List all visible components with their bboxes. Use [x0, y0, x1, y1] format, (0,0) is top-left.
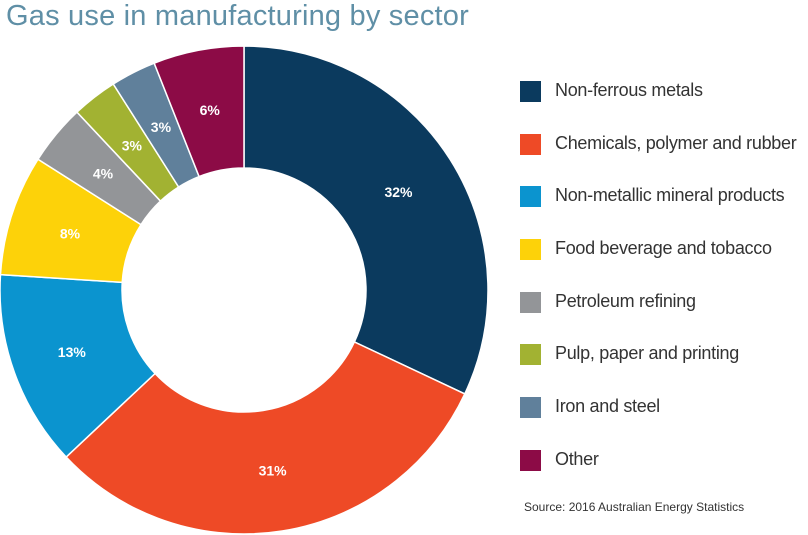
slice-other	[153, 45, 245, 178]
legend-label: Non-ferrous metals	[555, 80, 703, 100]
legend-label: Pulp, paper and printing	[555, 343, 739, 364]
legend-label: Chemicals, polymer and rubber	[555, 132, 797, 153]
legend-label: Petroleum refining	[555, 290, 696, 311]
slice-label-other: 6%	[200, 102, 221, 118]
legend-label: Iron and steel	[555, 396, 660, 417]
legend-swatch	[520, 449, 541, 471]
legend: Non-ferrous metals Chemicals, polymer and…	[520, 78, 805, 500]
slice-label-food-beverage-and-tobacco: 8%	[60, 225, 81, 241]
slice-non-ferrous-metals	[243, 45, 489, 395]
legend-item-non-ferrous-metals: Non-ferrous metals	[520, 78, 805, 131]
slice-label-iron-and-steel: 3%	[151, 119, 172, 135]
legend-label: Food beverage and tobacco	[555, 238, 772, 259]
slice-label-chemicals-polymer-and-rubber: 31%	[259, 463, 288, 479]
legend-item-pulp-paper-and-printing: Pulp, paper and printing	[520, 341, 805, 394]
source-note: Source: 2016 Australian Energy Statistic…	[524, 500, 745, 514]
legend-label: Non-metallic mineral products	[555, 185, 785, 206]
legend-swatch	[520, 81, 541, 102]
legend-label: Other	[555, 448, 599, 469]
slice-non-metallic-mineral-products	[0, 273, 157, 459]
legend-item-non-metallic-mineral-products: Non-metallic mineral products	[520, 183, 805, 236]
legend-swatch	[520, 239, 541, 261]
slice-label-non-metallic-mineral-products: 13%	[58, 344, 87, 360]
legend-swatch	[520, 186, 541, 208]
legend-swatch	[520, 133, 541, 155]
legend-swatch	[520, 397, 541, 419]
legend-swatch	[520, 344, 541, 366]
legend-item-iron-and-steel: Iron and steel	[520, 394, 805, 447]
legend-item-petroleum-refining: Petroleum refining	[520, 289, 805, 342]
legend-swatch	[520, 291, 541, 313]
slice-label-petroleum-refining: 4%	[93, 165, 114, 181]
slice-label-pulp-paper-and-printing: 3%	[122, 137, 143, 153]
legend-item-other: Other	[520, 447, 805, 500]
legend-item-food-beverage-and-tobacco: Food beverage and tobacco	[520, 236, 805, 289]
donut-chart: 32% 31% 13% 8% 4% 3% 3% 6%	[0, 45, 489, 535]
slice-chemicals-polymer-and-rubber	[65, 340, 466, 535]
chart-title: Gas use in manufacturing by sector	[6, 0, 469, 32]
slice-label-non-ferrous-metals: 32%	[384, 184, 413, 200]
legend-item-chemicals-polymer-and-rubber: Chemicals, polymer and rubber	[520, 131, 805, 184]
